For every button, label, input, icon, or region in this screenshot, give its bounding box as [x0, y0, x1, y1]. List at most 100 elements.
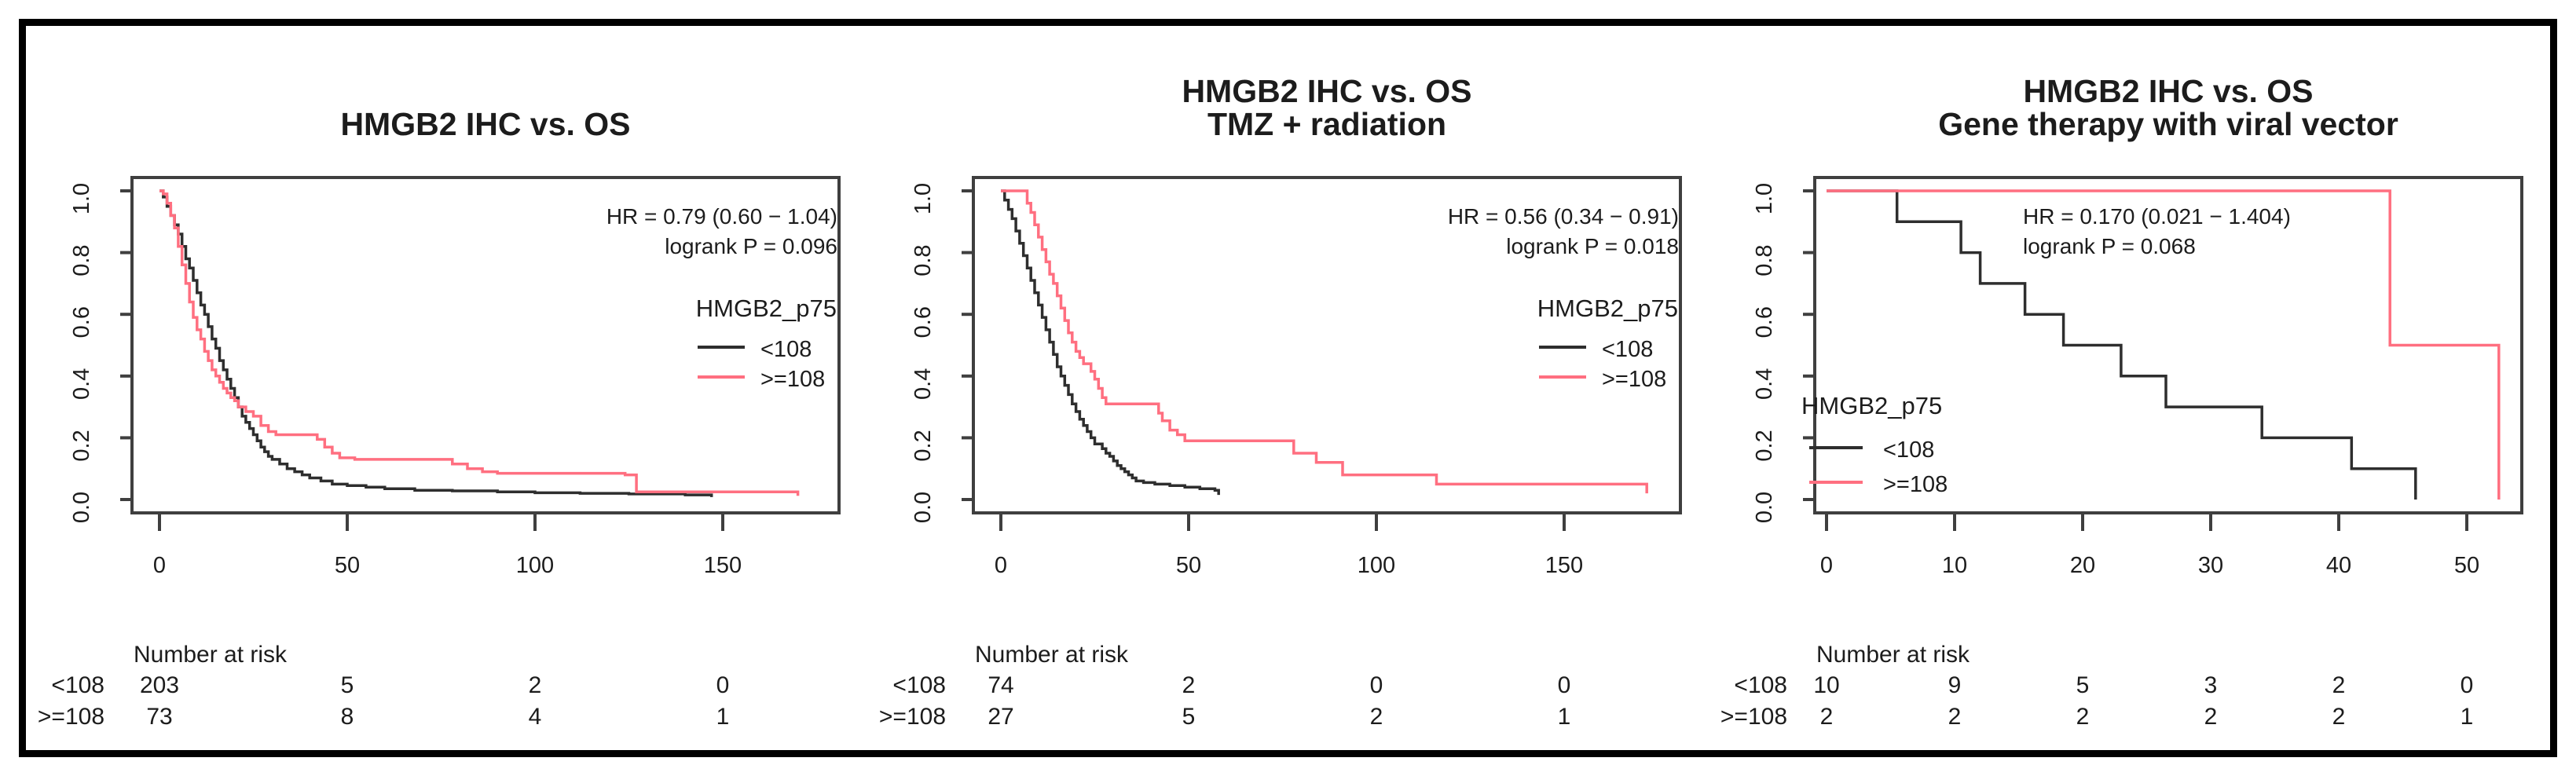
y-tick-label: 0.8	[1752, 244, 1777, 276]
risk-count: 3	[2204, 672, 2218, 698]
risk-row-label-low: <108	[51, 672, 104, 698]
risk-row-label-high: >=108	[38, 704, 104, 730]
x-tick-label: 50	[1176, 553, 1201, 578]
risk-count: 2	[2332, 672, 2346, 698]
panel-title: HMGB2 IHC vs. OS	[340, 106, 630, 142]
legend-item-label: >=108	[1602, 367, 1666, 392]
risk-count: 1	[2461, 704, 2474, 730]
risk-count: 203	[140, 672, 179, 698]
panel-subtitle: Gene therapy with viral vector	[1938, 106, 2398, 142]
y-tick-label: 0.2	[911, 430, 936, 461]
y-tick-label: 0.2	[69, 430, 94, 461]
risk-row-label-low: <108	[1734, 672, 1787, 698]
y-tick-label: 0.6	[69, 306, 94, 338]
km-curve-high	[1827, 189, 2501, 500]
risk-row-label-high: >=108	[879, 704, 946, 730]
risk-count: 2	[1820, 704, 1834, 730]
legend-title: HMGB2_p75	[1537, 295, 1678, 322]
legend-item-label: <108	[1602, 337, 1653, 362]
km-curve-low	[159, 189, 713, 497]
hr-annotation: HR = 0.170 (0.021 − 1.404)	[2023, 204, 2291, 229]
risk-row-label-high: >=108	[1720, 704, 1787, 730]
hr-annotation: HR = 0.56 (0.34 − 0.91)	[1448, 204, 1679, 229]
hr-annotation: HR = 0.79 (0.60 − 1.04)	[606, 204, 837, 229]
km-panel-1: HMGB2 IHC vs. OS1.00.80.60.40.20.00 50 100…	[38, 106, 841, 730]
x-tick-label: 10	[1942, 553, 1967, 578]
risk-count: 2	[2076, 704, 2090, 730]
risk-table-header: Number at risk	[134, 642, 288, 668]
plot-frame	[1813, 176, 2523, 514]
x-tick-label: 50	[2454, 553, 2479, 578]
x-tick-label: 50	[335, 553, 360, 578]
risk-count: 1	[1558, 704, 1571, 730]
x-tick-label: 0	[1820, 553, 1833, 578]
risk-count: 4	[529, 704, 542, 730]
y-tick-label: 0.4	[1752, 368, 1777, 400]
x-tick-label: 150	[704, 553, 742, 578]
y-tick-label: 0.6	[911, 306, 936, 338]
logrank-annotation: logrank P = 0.068	[2023, 234, 2196, 258]
risk-count: 2	[1948, 704, 1962, 730]
legend-item-label: <108	[760, 337, 812, 362]
y-tick-label: 0.4	[69, 368, 94, 400]
km-curve-low	[1827, 189, 2417, 500]
y-tick-label: 1.0	[69, 183, 94, 214]
panel-title: HMGB2 IHC vs. OS	[2023, 73, 2313, 109]
legend-item-label: >=108	[1883, 472, 1948, 497]
y-tick-label: 0.0	[1752, 492, 1777, 523]
panel-subtitle: TMZ + radiation	[1207, 106, 1446, 142]
x-tick-label: 30	[2198, 553, 2223, 578]
y-tick-label: 1.0	[1752, 183, 1777, 214]
risk-count: 2	[1370, 704, 1383, 730]
risk-count: 2	[2332, 704, 2346, 730]
legend-item-label: >=108	[760, 367, 825, 392]
risk-count: 27	[988, 704, 1013, 730]
km-curve-low	[1001, 189, 1220, 496]
risk-table-header: Number at risk	[975, 642, 1129, 668]
y-tick-label: 0.6	[1752, 306, 1777, 338]
risk-count: 0	[716, 672, 730, 698]
km-curve-high	[1001, 189, 1648, 494]
x-tick-label: 100	[1358, 553, 1395, 578]
risk-count: 5	[1182, 704, 1196, 730]
y-tick-label: 0.8	[69, 244, 94, 276]
risk-count: 74	[988, 672, 1013, 698]
risk-count: 73	[146, 704, 172, 730]
risk-table-header: Number at risk	[1816, 642, 1970, 668]
legend-title: HMGB2_p75	[696, 295, 837, 322]
plot-frame	[972, 176, 1682, 514]
risk-count: 9	[1948, 672, 1962, 698]
risk-count: 5	[341, 672, 354, 698]
x-tick-label: 150	[1545, 553, 1583, 578]
risk-count: 0	[1558, 672, 1571, 698]
logrank-annotation: logrank P = 0.018	[1506, 234, 1679, 258]
legend-title: HMGB2_p75	[1801, 392, 1942, 419]
risk-count: 2	[1182, 672, 1196, 698]
risk-row-label-low: <108	[892, 672, 946, 698]
y-tick-label: 0.8	[911, 244, 936, 276]
x-tick-label: 40	[2326, 553, 2351, 578]
figure-frame: HMGB2 IHC vs. OS 1.0 0.8 0.6 0.4 0.2 0.0 0 50 100…	[19, 19, 2557, 757]
y-tick-label: 1.0	[911, 183, 936, 214]
risk-count: 0	[1370, 672, 1383, 698]
x-tick-label: 100	[516, 553, 554, 578]
risk-count: 2	[529, 672, 542, 698]
risk-count: 0	[2461, 672, 2474, 698]
logrank-annotation: logrank P = 0.096	[665, 234, 837, 258]
x-tick-label: 20	[2070, 553, 2095, 578]
risk-count: 1	[716, 704, 730, 730]
y-tick-label: 0.4	[911, 368, 936, 400]
km-curve-high	[159, 189, 800, 496]
y-tick-label: 0.2	[1752, 430, 1777, 461]
x-tick-label: 0	[995, 553, 1007, 578]
panel-title: HMGB2 IHC vs. OS	[1182, 73, 1471, 109]
y-tick-label: 0.0	[69, 492, 94, 523]
x-tick-label: 0	[153, 553, 166, 578]
y-tick-label: 0.0	[911, 492, 936, 523]
risk-count: 2	[2204, 704, 2218, 730]
risk-count: 8	[341, 704, 354, 730]
legend-item-label: <108	[1883, 437, 1934, 463]
